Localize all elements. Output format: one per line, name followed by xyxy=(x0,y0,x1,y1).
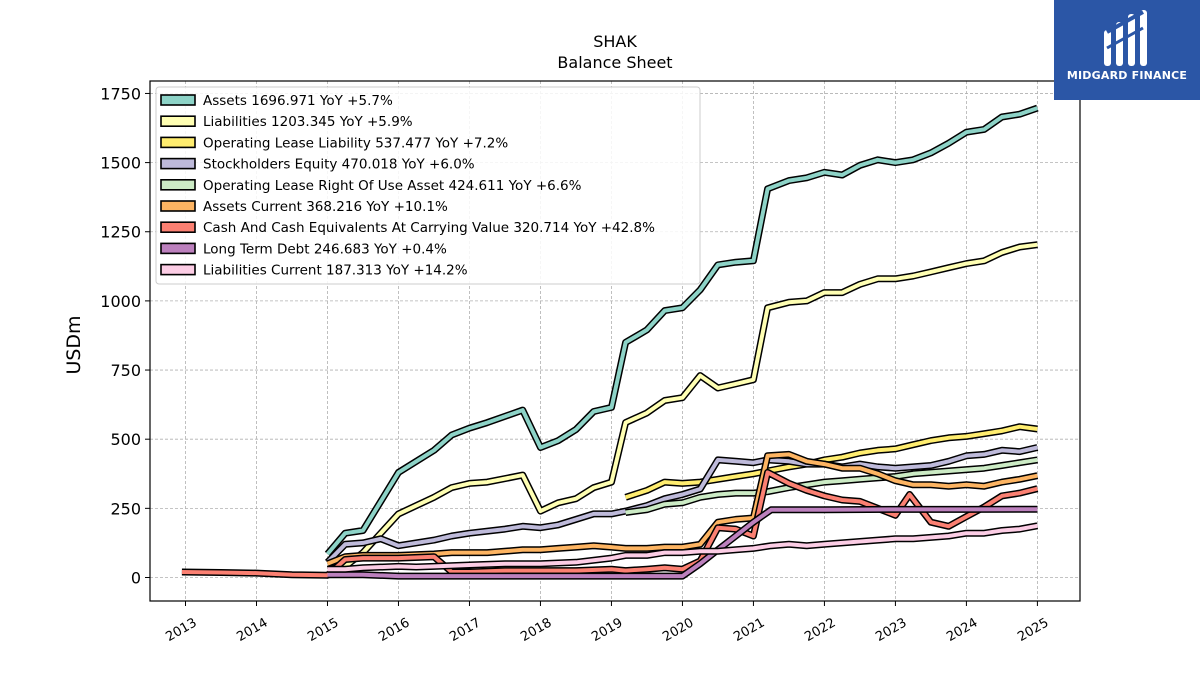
legend-swatch xyxy=(160,200,196,212)
series-line-stroke xyxy=(327,507,1038,579)
legend-label: Liabilities 1203.345 YoY +5.9% xyxy=(203,114,413,130)
y-tick-label: 250 xyxy=(110,499,141,518)
series-lines xyxy=(181,104,1039,580)
legend-item: Assets 1696.971 YoY +5.7% xyxy=(160,93,393,109)
legend-label: Liabilities Current 187.313 YoY +14.2% xyxy=(203,263,468,279)
series-line-stroke xyxy=(325,106,1039,556)
series-line xyxy=(327,522,1039,573)
x-tick-label: 2023 xyxy=(873,615,909,645)
legend-label: Stockholders Equity 470.018 YoY +6.0% xyxy=(203,157,475,173)
y-tick-label: 0 xyxy=(131,568,141,587)
legend-label: Long Term Debt 246.683 YoY +0.4% xyxy=(203,241,447,257)
series-line-stroke xyxy=(326,445,1038,564)
y-tick-label: 500 xyxy=(110,430,141,449)
series-line xyxy=(624,423,1038,501)
midgard-logo-icon xyxy=(1104,10,1147,66)
legend-item: Liabilities 1203.345 YoY +5.9% xyxy=(160,114,413,130)
series-line xyxy=(324,104,1039,557)
x-tick-label: 2018 xyxy=(518,615,554,645)
series-line xyxy=(327,505,1038,580)
y-axis-label: USDm xyxy=(63,315,85,374)
legend-swatch xyxy=(160,157,196,170)
chart-title: SHAK xyxy=(593,32,637,51)
x-tick-label: 2022 xyxy=(802,615,838,645)
series-line xyxy=(625,456,1038,516)
legend: Assets 1696.971 YoY +5.7% Liabilities 120… xyxy=(155,86,701,285)
legend-swatch xyxy=(160,94,196,106)
series-line-stroke xyxy=(625,457,1038,515)
series-line-stroke xyxy=(624,424,1038,500)
series-line-stroke xyxy=(327,242,1038,572)
y-tick-label: 1500 xyxy=(100,154,141,173)
chart-subtitle: Balance Sheet xyxy=(557,53,672,72)
y-tick-label: 750 xyxy=(110,361,141,380)
brand-logo-text: MIDGARD FINANCE xyxy=(1066,69,1188,82)
plot-frame xyxy=(149,80,1081,602)
legend-swatch xyxy=(160,242,196,255)
x-tick-label: 2014 xyxy=(234,615,270,645)
x-ticks: 2013 2014 2015 2016 2017 2018 2019 2020 2021 2022… xyxy=(163,601,1051,645)
x-tick-label: 2015 xyxy=(305,615,341,645)
legend-item: Assets Current 368.216 YoY +10.1% xyxy=(160,199,448,215)
series-line xyxy=(325,444,1039,565)
y-tick-label: 1250 xyxy=(100,223,141,242)
legend-item: Cash And Cash Equivalents At Carrying Va… xyxy=(160,220,655,236)
x-tick-label: 2021 xyxy=(731,615,767,645)
legend-item: Operating Lease Liability 537.477 YoY +7… xyxy=(160,135,508,151)
legend-item: Liabilities Current 187.313 YoY +14.2% xyxy=(160,263,468,279)
legend-item: Stockholders Equity 470.018 YoY +6.0% xyxy=(160,157,475,173)
series-line-stroke xyxy=(327,523,1038,572)
legend-item: Long Term Debt 246.683 YoY +0.4% xyxy=(160,241,447,257)
x-tick-label: 2017 xyxy=(447,615,483,645)
legend-swatch xyxy=(160,221,196,233)
legend-swatch xyxy=(160,263,196,276)
legend-label: Operating Lease Liability 537.477 YoY +7… xyxy=(203,135,508,151)
x-tick-label: 2019 xyxy=(589,615,625,645)
series-line xyxy=(326,450,1039,567)
legend-box xyxy=(155,86,701,285)
y-tick-label: 1000 xyxy=(100,292,141,311)
series-line-stroke xyxy=(326,452,1038,566)
legend-label: Assets Current 368.216 YoY +10.1% xyxy=(203,199,448,215)
legend-label: Operating Lease Right Of Use Asset 424.6… xyxy=(203,178,582,194)
x-tick-label: 2013 xyxy=(163,615,199,645)
y-ticks: 0 250 500 750 1000 1250 1500 1750 xyxy=(100,84,150,587)
legend-swatch xyxy=(160,136,196,149)
x-tick-label: 2024 xyxy=(944,615,980,645)
x-tick-label: 2020 xyxy=(660,615,696,645)
x-tick-label: 2016 xyxy=(376,615,412,645)
brand-logo: MIDGARD FINANCE xyxy=(1054,0,1200,100)
series-line xyxy=(326,241,1038,573)
y-tick-label: 1750 xyxy=(100,84,141,103)
legend-label: Assets 1696.971 YoY +5.7% xyxy=(203,93,393,109)
legend-swatch xyxy=(160,179,196,191)
legend-swatch xyxy=(160,115,196,127)
x-tick-label: 2025 xyxy=(1015,615,1051,645)
legend-item: Operating Lease Right Of Use Asset 424.6… xyxy=(160,178,582,194)
legend-label: Cash And Cash Equivalents At Carrying Va… xyxy=(203,220,655,236)
